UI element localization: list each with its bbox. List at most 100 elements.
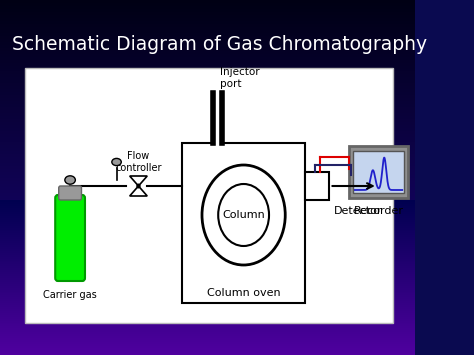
Bar [0, 258, 415, 259]
Bar [0, 149, 415, 150]
Bar [0, 329, 415, 330]
Bar [0, 303, 415, 304]
Bar [0, 28, 415, 29]
Bar [0, 94, 415, 95]
Bar [0, 156, 415, 157]
Bar [0, 243, 415, 244]
Bar [0, 293, 415, 294]
Bar [0, 237, 415, 238]
Bar [0, 271, 415, 272]
Bar [0, 264, 415, 265]
Bar [25, 68, 392, 323]
Bar [0, 209, 415, 210]
Bar [0, 337, 415, 338]
Bar [0, 116, 415, 117]
Bar [0, 342, 415, 343]
Bar [0, 154, 415, 155]
Bar [0, 84, 415, 85]
Bar [0, 298, 415, 299]
Bar [0, 91, 415, 92]
Bar [0, 75, 415, 76]
Bar [0, 255, 415, 256]
Bar [0, 182, 415, 183]
Bar [0, 171, 415, 172]
Bar [0, 213, 415, 214]
Bar [0, 200, 415, 201]
Bar [0, 238, 415, 239]
Bar [0, 57, 415, 58]
Bar [0, 81, 415, 82]
Bar [0, 290, 415, 307]
Text: Schematic Diagram of Gas Chromatography: Schematic Diagram of Gas Chromatography [12, 36, 428, 55]
Bar [0, 62, 415, 63]
FancyBboxPatch shape [349, 146, 409, 198]
Bar [0, 99, 415, 100]
Bar [0, 261, 415, 262]
Bar [0, 88, 415, 89]
Bar [0, 192, 415, 193]
Bar [305, 172, 329, 200]
Ellipse shape [218, 184, 269, 246]
Bar [0, 96, 415, 97]
Bar [0, 274, 415, 275]
Bar [0, 54, 415, 55]
Bar [0, 306, 415, 307]
Bar [0, 110, 415, 111]
Bar [0, 67, 415, 68]
Bar [0, 335, 415, 336]
Bar [0, 258, 415, 274]
Bar [0, 16, 415, 17]
Bar [0, 208, 415, 209]
Bar [0, 97, 415, 113]
Bar [0, 266, 415, 267]
Bar [0, 280, 415, 281]
Bar [0, 32, 415, 33]
Bar [0, 268, 415, 269]
Bar [0, 349, 415, 350]
Bar [0, 228, 415, 229]
Bar [0, 307, 415, 308]
Bar [0, 131, 415, 132]
Bar [0, 177, 415, 178]
Bar [0, 239, 415, 240]
Bar [0, 330, 415, 331]
Bar [0, 349, 415, 350]
Bar [0, 193, 415, 210]
Bar [0, 14, 415, 15]
Bar [0, 254, 415, 255]
Bar [0, 340, 415, 341]
Bar [0, 211, 415, 212]
Bar [0, 158, 415, 159]
Bar [0, 294, 415, 295]
Bar [0, 343, 415, 344]
Bar [0, 21, 415, 22]
Bar [0, 350, 415, 351]
Bar [0, 215, 415, 216]
Bar [0, 113, 415, 114]
Bar [0, 245, 415, 246]
Bar [0, 243, 415, 244]
Bar [0, 164, 415, 165]
Bar [0, 139, 415, 140]
Bar [0, 276, 415, 277]
Bar [0, 256, 415, 257]
Bar [0, 251, 415, 252]
Bar [0, 185, 415, 186]
Bar [0, 49, 415, 50]
Bar [0, 351, 415, 352]
Bar [0, 288, 415, 289]
Bar [0, 326, 415, 327]
Bar [214, 93, 221, 143]
Bar [0, 0, 415, 1]
Bar [0, 137, 415, 138]
Bar [0, 325, 415, 326]
Bar [0, 86, 415, 87]
FancyBboxPatch shape [59, 186, 82, 200]
Bar [0, 122, 415, 123]
Bar [0, 345, 415, 346]
Bar [0, 15, 415, 16]
Bar [0, 316, 415, 317]
Bar [0, 291, 415, 292]
Bar [0, 320, 415, 321]
Text: Recorder: Recorder [354, 206, 403, 216]
